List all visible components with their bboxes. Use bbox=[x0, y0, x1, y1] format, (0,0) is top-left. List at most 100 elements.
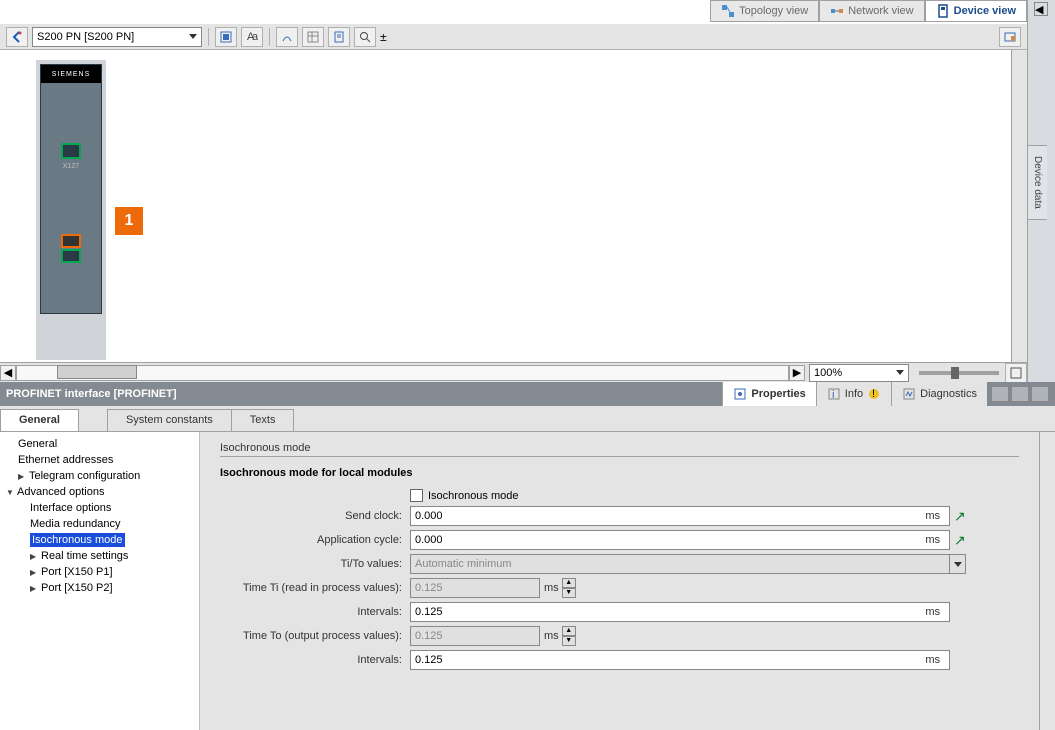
ptab-diagnostics[interactable]: Diagnostics bbox=[891, 382, 987, 406]
tb-btn-2[interactable]: Aa bbox=[241, 27, 263, 47]
unit-ms: ms bbox=[925, 606, 940, 618]
profinet-ports[interactable] bbox=[59, 233, 83, 264]
panel-btn-1[interactable] bbox=[991, 386, 1009, 402]
unit-ms: ms bbox=[925, 510, 940, 522]
tb-btn-3[interactable] bbox=[276, 27, 298, 47]
tab-topology[interactable]: Topology view bbox=[710, 0, 819, 21]
nav-iso[interactable]: Isochronous mode bbox=[0, 532, 199, 548]
sendclock-input[interactable] bbox=[410, 506, 950, 526]
device-toolbar: S200 PN [S200 PN] Aa ± bbox=[0, 24, 1027, 50]
timeto-input bbox=[410, 626, 540, 646]
timeto-label: Time To (output process values): bbox=[220, 630, 410, 642]
tab-network-label: Network view bbox=[848, 5, 913, 17]
side-collapse-icon[interactable]: ◀ bbox=[1034, 2, 1048, 16]
timeti-spinner[interactable]: ▲ ▼ bbox=[562, 578, 576, 598]
chevron-down-icon[interactable] bbox=[950, 554, 966, 574]
nav-port1[interactable]: Port [X150 P1] bbox=[0, 564, 199, 580]
nav-media[interactable]: Media redundancy bbox=[0, 516, 199, 532]
nav-realtime[interactable]: Real time settings bbox=[0, 548, 199, 564]
intervals-input-2[interactable] bbox=[410, 650, 950, 670]
panel-window-buttons bbox=[991, 386, 1049, 402]
appcycle-input[interactable] bbox=[410, 530, 950, 550]
properties-icon bbox=[733, 387, 747, 401]
ptab-info[interactable]: i Info ! bbox=[816, 382, 891, 406]
iso-mode-checkbox[interactable] bbox=[410, 489, 423, 502]
device-canvas[interactable]: SIEMENS X127 MOT bbox=[0, 50, 1027, 362]
properties-title: PROFINET interface [PROFINET] bbox=[6, 388, 722, 400]
sendclock-link-icon[interactable]: ↗ bbox=[954, 508, 970, 524]
tb-btn-5[interactable] bbox=[328, 27, 350, 47]
itab-sysconst[interactable]: System constants bbox=[107, 409, 232, 431]
tb-btn-right[interactable] bbox=[999, 27, 1021, 47]
nav-ifaceopt[interactable]: Interface options bbox=[0, 500, 199, 516]
topology-icon bbox=[721, 4, 735, 18]
zoom-pm: ± bbox=[380, 30, 387, 44]
separator bbox=[208, 28, 209, 46]
nav-ethernet[interactable]: Ethernet addresses bbox=[0, 452, 199, 468]
unit-ms: ms bbox=[925, 654, 940, 666]
nav-general[interactable]: General bbox=[0, 436, 199, 452]
zoom-fit-button[interactable] bbox=[1005, 363, 1027, 383]
hscroll-thumb[interactable] bbox=[57, 365, 137, 379]
zoom-select[interactable]: 100% bbox=[809, 364, 909, 382]
tb-btn-4[interactable] bbox=[302, 27, 324, 47]
intervals-input-1[interactable] bbox=[410, 602, 950, 622]
info-icon: i bbox=[827, 387, 841, 401]
tito-select[interactable] bbox=[410, 554, 950, 574]
hscroll-left[interactable]: ◀ bbox=[0, 365, 16, 381]
zoom-icon-button[interactable] bbox=[354, 27, 376, 47]
sendclock-label: Send clock: bbox=[220, 510, 410, 522]
svg-text:!: ! bbox=[872, 388, 875, 400]
spin-down-icon[interactable]: ▼ bbox=[562, 588, 576, 598]
zoom-slider-handle[interactable] bbox=[951, 367, 959, 379]
separator bbox=[269, 28, 270, 46]
tab-network[interactable]: Network view bbox=[819, 0, 924, 21]
diagnostics-icon bbox=[902, 387, 916, 401]
canvas-hscroll-bar: ◀ ▶ 100% bbox=[0, 362, 1027, 382]
spin-down-icon[interactable]: ▼ bbox=[562, 636, 576, 646]
properties-body: General Ethernet addresses Telegram conf… bbox=[0, 432, 1055, 730]
tab-device[interactable]: Device view bbox=[925, 0, 1027, 21]
hscroll-track[interactable] bbox=[16, 365, 789, 381]
timeti-label: Time Ti (read in process values): bbox=[220, 582, 410, 594]
tab-device-label: Device view bbox=[954, 5, 1016, 17]
unit-ms: ms bbox=[925, 534, 940, 546]
side-tab-device-data[interactable]: Device data bbox=[1028, 145, 1047, 220]
canvas-vscroll[interactable] bbox=[1011, 50, 1027, 362]
hscroll-right[interactable]: ▶ bbox=[789, 365, 805, 381]
port-x127[interactable] bbox=[61, 143, 81, 159]
form-vscroll[interactable] bbox=[1039, 432, 1055, 730]
ptab-properties[interactable]: Properties bbox=[722, 382, 815, 406]
warning-icon: ! bbox=[867, 387, 881, 401]
spin-up-icon[interactable]: ▲ bbox=[562, 626, 576, 636]
ptab-diagnostics-label: Diagnostics bbox=[920, 388, 977, 400]
device-selector[interactable]: S200 PN [S200 PN] bbox=[32, 27, 202, 47]
properties-header: PROFINET interface [PROFINET] Properties… bbox=[0, 382, 1055, 406]
properties-inner-tabs: General System constants Texts bbox=[0, 406, 1055, 432]
panel-btn-2[interactable] bbox=[1011, 386, 1029, 402]
appcycle-label: Application cycle: bbox=[220, 534, 410, 546]
nav-back-button[interactable] bbox=[6, 27, 28, 47]
port-x127-label: X127 bbox=[41, 163, 101, 170]
itab-general[interactable]: General bbox=[0, 409, 79, 431]
unit-ms: ms bbox=[544, 582, 559, 594]
callout-1: 1 bbox=[115, 207, 143, 235]
device-module[interactable]: SIEMENS X127 bbox=[40, 64, 102, 314]
nav-advanced[interactable]: Advanced options bbox=[0, 484, 199, 500]
zoom-value: 100% bbox=[814, 367, 842, 379]
port-1[interactable] bbox=[61, 234, 81, 248]
tb-btn-1[interactable] bbox=[215, 27, 237, 47]
appcycle-link-icon[interactable]: ↗ bbox=[954, 532, 970, 548]
spin-up-icon[interactable]: ▲ bbox=[562, 578, 576, 588]
nav-telegram[interactable]: Telegram configuration bbox=[0, 468, 199, 484]
panel-btn-3[interactable] bbox=[1031, 386, 1049, 402]
itab-texts[interactable]: Texts bbox=[231, 409, 295, 431]
nav-port2[interactable]: Port [X150 P2] bbox=[0, 580, 199, 596]
port-2[interactable] bbox=[61, 249, 81, 263]
form-area: Isochronous mode Isochronous mode for lo… bbox=[200, 432, 1039, 730]
zoom-slider[interactable] bbox=[919, 371, 999, 375]
tito-label: Ti/To values: bbox=[220, 558, 410, 570]
view-tabs: Topology view Network view Device view bbox=[710, 0, 1027, 22]
intervals-label-2: Intervals: bbox=[220, 654, 410, 666]
timeto-spinner[interactable]: ▲ ▼ bbox=[562, 626, 576, 646]
